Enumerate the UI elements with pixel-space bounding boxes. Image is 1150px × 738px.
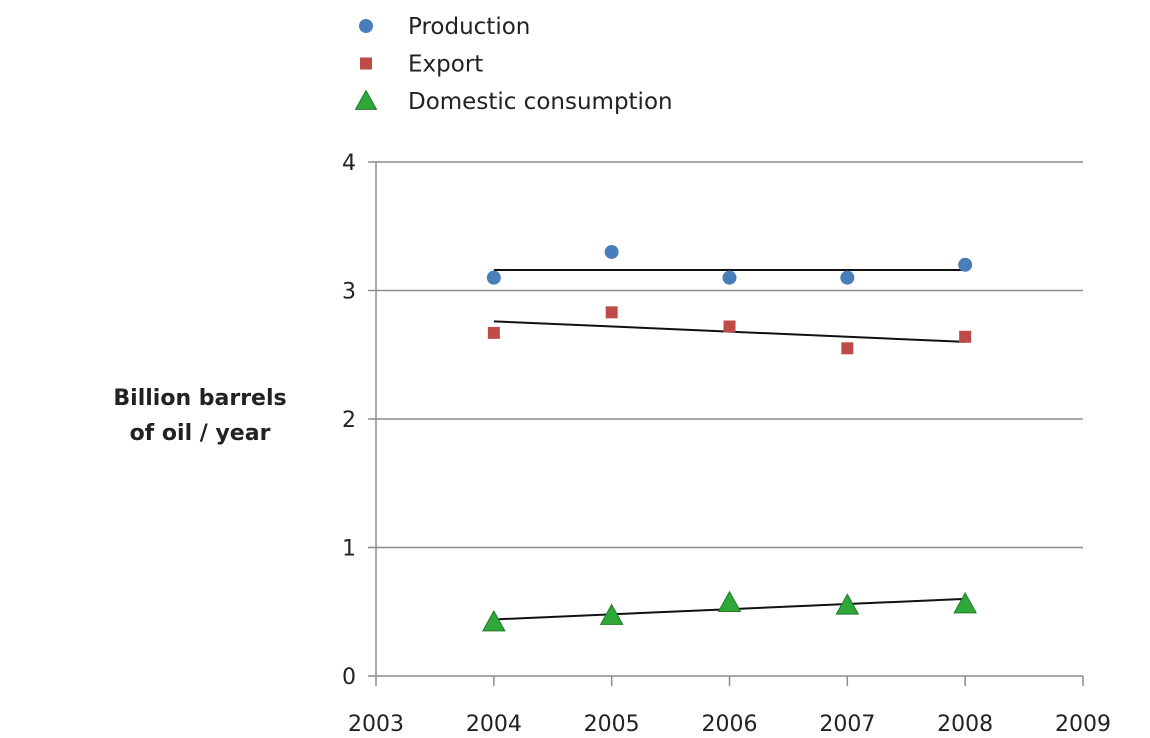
y-tick-label: 3 (342, 280, 356, 305)
y-axis-label-line: of oil / year (130, 421, 271, 446)
domestic-consumption-point (953, 592, 978, 614)
production-point (958, 257, 973, 272)
axis-layer: 0 1 2 3 4 2003 2004 2005 2006 2007 2008 2009 (342, 151, 1111, 737)
legend-item-production: Production (359, 14, 530, 40)
x-tick-label: 2003 (348, 712, 404, 734)
production-point (722, 270, 737, 285)
grid-layer (376, 161, 1083, 549)
x-tick-label: 2006 (702, 712, 758, 734)
y-axis-label-line: Billion barrels (113, 386, 286, 411)
y-axis-label: Billion barrels of oil / year (113, 386, 286, 446)
production-point (840, 270, 855, 285)
export-point (605, 306, 618, 319)
legend-label: Export (408, 52, 483, 78)
legend-label: Production (408, 14, 530, 40)
domestic-consumption-legend-marker (354, 89, 378, 110)
domestic-consumption-point (835, 593, 860, 615)
export-point (723, 320, 736, 333)
y-tick-label: 2 (342, 408, 356, 433)
domestic-consumption-point (599, 603, 624, 625)
x-tick-label: 2009 (1055, 712, 1111, 734)
production-legend-marker (359, 19, 373, 33)
production-point (604, 244, 619, 259)
export-point (487, 326, 500, 339)
x-tick-label: 2008 (937, 712, 993, 734)
x-tick-label: 2007 (819, 712, 875, 734)
legend-label: Domestic consumption (408, 89, 673, 115)
domestic-consumption-point (481, 610, 506, 632)
legend-item-domestic-consumption: Domestic consumption (354, 89, 673, 115)
y-tick-label: 4 (342, 151, 356, 176)
x-tick-label: 2005 (584, 712, 640, 734)
x-tick-label: 2004 (466, 712, 522, 734)
legend-item-export: Export (360, 52, 483, 78)
export-point (841, 342, 854, 355)
y-tick-label: 0 (342, 665, 356, 690)
domestic-consumption-point (717, 590, 742, 613)
export-point (959, 330, 972, 343)
point-layer (481, 244, 978, 632)
export-legend-marker (360, 57, 372, 70)
y-tick-label: 1 (342, 537, 356, 562)
legend: Production Export Domestic consumption (354, 14, 673, 115)
production-point (486, 270, 501, 285)
